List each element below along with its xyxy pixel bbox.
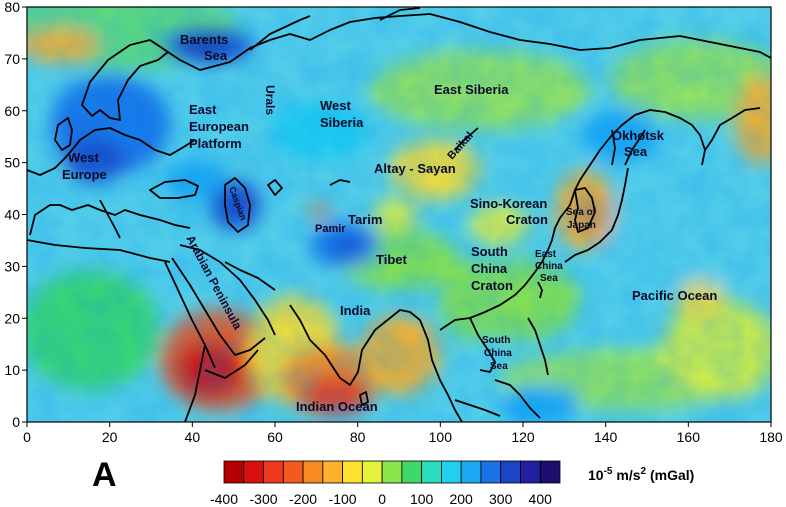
colorbar-swatch xyxy=(520,460,541,484)
y-tick-label: 50 xyxy=(4,155,20,171)
x-tick-label: 20 xyxy=(102,429,118,445)
colorbar-swatch xyxy=(282,460,304,484)
y-tick-label: 10 xyxy=(4,362,20,378)
label-pamir: Pamir xyxy=(315,223,346,235)
colorbar-tick-label: 100 xyxy=(410,491,434,507)
colorbar-unit: 10-5 m/s2 (mGal) xyxy=(588,466,694,483)
label-altay-sayan: Altay - Sayan xyxy=(374,161,456,176)
y-tick-label: 70 xyxy=(4,51,20,67)
label-west-europe: West xyxy=(68,150,99,165)
label-east-china-sea-3: Sea xyxy=(540,273,558,284)
colorbar-swatch xyxy=(302,460,324,484)
x-tick-label: 40 xyxy=(185,429,201,445)
label-india: India xyxy=(340,303,371,318)
label-okhotsk-sea-2: Sea xyxy=(624,144,648,159)
colorbar-tick-label: 200 xyxy=(449,491,473,507)
colorbar xyxy=(223,460,561,484)
label-east-siberia: East Siberia xyxy=(434,82,509,97)
label-east-china-sea-2: China xyxy=(535,261,563,272)
field-texture xyxy=(27,7,771,422)
colorbar-swatch xyxy=(263,460,284,484)
x-tick-label: 80 xyxy=(350,429,366,445)
colorbar-swatch xyxy=(539,460,561,484)
colorbar-tick-label: 0 xyxy=(378,491,386,507)
label-tibet: Tibet xyxy=(376,252,407,267)
label-okhotsk-sea: Okhotsk xyxy=(612,128,665,143)
label-barents-sea-2: Sea xyxy=(204,48,228,63)
colorbar-swatch xyxy=(460,460,482,484)
colorbar-tick-label: -400 xyxy=(210,491,238,507)
colorbar-tick-label: 400 xyxy=(529,491,553,507)
label-indian-ocean: Indian Ocean xyxy=(296,399,378,414)
label-tarim: Tarim xyxy=(348,212,382,227)
label-sino-korean-craton-2: Craton xyxy=(506,212,548,227)
y-tick-label: 20 xyxy=(4,310,20,326)
colorbar-swatch xyxy=(322,460,343,484)
colorbar-swatch xyxy=(223,460,245,484)
colorbar-swatch xyxy=(342,460,363,484)
label-south-china-sea: South xyxy=(482,335,510,346)
label-sea-of-japan-2: Japan xyxy=(567,220,596,231)
label-south-china-craton-3: Craton xyxy=(471,278,513,293)
colorbar-tick-label: -200 xyxy=(289,491,317,507)
coastlines xyxy=(27,7,771,422)
x-axis: 0 20 40 60 80 100 120 140 160 180 xyxy=(23,422,783,445)
colorbar-swatch xyxy=(381,460,403,484)
colorbar-tick-label: -100 xyxy=(329,491,357,507)
label-east-european-platform-3: Platform xyxy=(189,136,242,151)
colorbar-tick-labels: -400 -300 -200 -100 0 100 200 300 400 xyxy=(210,491,552,507)
label-barents-sea: Barents xyxy=(180,32,228,47)
x-tick-label: 120 xyxy=(511,429,535,445)
label-sino-korean-craton: Sino-Korean xyxy=(470,196,547,211)
x-tick-label: 60 xyxy=(267,429,283,445)
y-tick-label: 80 xyxy=(4,0,20,15)
colorbar-swatch xyxy=(421,460,442,484)
label-south-china-craton-2: China xyxy=(471,261,508,276)
label-west-europe-2: Europe xyxy=(62,167,107,182)
label-east-china-sea: East xyxy=(535,249,557,260)
label-east-european-platform-2: European xyxy=(189,119,249,134)
label-sea-of-japan: Sea of xyxy=(566,207,597,218)
label-pacific-ocean: Pacific Ocean xyxy=(632,288,717,303)
y-tick-label: 40 xyxy=(4,207,20,223)
y-tick-label: 60 xyxy=(4,103,20,119)
colorbar-swatch xyxy=(361,460,383,484)
label-south-china-craton: South xyxy=(471,244,508,259)
label-south-china-sea-3: Sea xyxy=(490,361,508,372)
colorbar-swatch xyxy=(243,460,264,484)
label-west-siberia: West xyxy=(320,98,351,113)
label-west-siberia-2: Siberia xyxy=(320,115,364,130)
plot-area: Barents Sea East European Platform Urals… xyxy=(27,7,771,422)
x-tick-label: 100 xyxy=(429,429,453,445)
colorbar-swatch xyxy=(500,460,521,484)
x-tick-label: 0 xyxy=(23,429,31,445)
colorbar-tick-label: 300 xyxy=(489,491,513,507)
label-south-china-sea-2: China xyxy=(484,348,512,359)
colorbar-tick-label: -300 xyxy=(250,491,278,507)
panel-label: A xyxy=(92,456,117,494)
y-tick-label: 30 xyxy=(4,258,20,274)
x-tick-label: 160 xyxy=(677,429,701,445)
colorbar-swatch xyxy=(401,460,423,484)
colorbar-swatch xyxy=(441,460,462,484)
y-axis: 0 10 20 30 40 50 60 70 80 xyxy=(4,0,27,430)
colorbar-swatch xyxy=(480,460,502,484)
y-tick-label: 0 xyxy=(12,414,20,430)
x-tick-label: 180 xyxy=(759,429,783,445)
label-east-european-platform: East xyxy=(189,102,217,117)
x-tick-label: 140 xyxy=(594,429,618,445)
label-urals: Urals xyxy=(263,85,277,115)
